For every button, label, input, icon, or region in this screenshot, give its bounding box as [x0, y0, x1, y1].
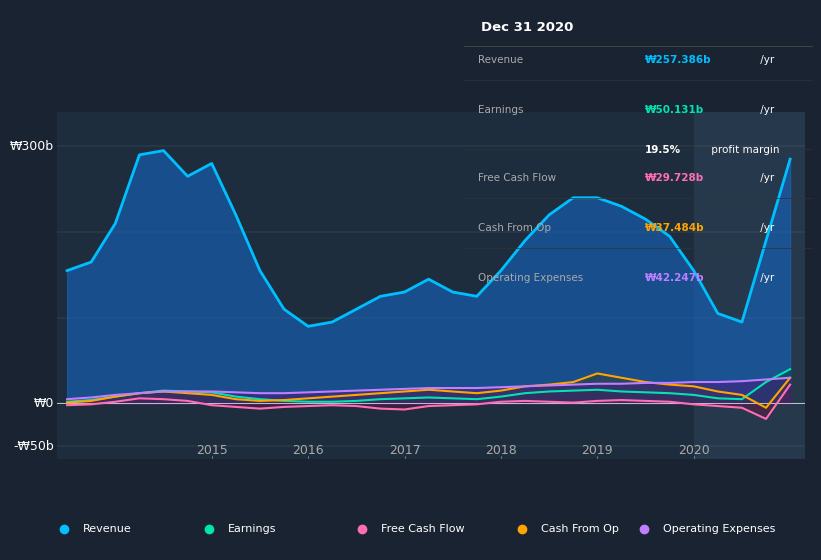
Text: Dec 31 2020: Dec 31 2020	[481, 21, 574, 34]
Text: Cash From Op: Cash From Op	[541, 524, 619, 534]
Text: 2015: 2015	[196, 444, 227, 456]
Text: ₩42.247b: ₩42.247b	[645, 273, 705, 283]
Text: 2018: 2018	[485, 444, 516, 456]
Text: Free Cash Flow: Free Cash Flow	[478, 174, 556, 184]
Text: Earnings: Earnings	[478, 105, 523, 115]
Text: ₩37.484b: ₩37.484b	[645, 223, 705, 233]
Text: 2019: 2019	[581, 444, 613, 456]
Text: /yr: /yr	[757, 105, 774, 115]
Text: Operating Expenses: Operating Expenses	[478, 273, 583, 283]
Text: ₩0: ₩0	[34, 397, 53, 410]
Text: Operating Expenses: Operating Expenses	[663, 524, 776, 534]
Text: 19.5%: 19.5%	[645, 146, 681, 156]
Text: /yr: /yr	[757, 174, 774, 184]
Text: 2017: 2017	[388, 444, 420, 456]
Text: ₩29.728b: ₩29.728b	[645, 174, 704, 184]
Text: -₩50b: -₩50b	[13, 440, 53, 453]
Text: /yr: /yr	[757, 55, 774, 66]
Text: 2020: 2020	[678, 444, 709, 456]
Text: Free Cash Flow: Free Cash Flow	[381, 524, 465, 534]
Text: /yr: /yr	[757, 273, 774, 283]
Bar	[694, 112, 810, 459]
Text: ₩50.131b: ₩50.131b	[645, 105, 704, 115]
Text: 2016: 2016	[292, 444, 324, 456]
Text: Revenue: Revenue	[83, 524, 132, 534]
Text: /yr: /yr	[757, 223, 774, 233]
Text: ₩257.386b: ₩257.386b	[645, 55, 712, 66]
Text: Earnings: Earnings	[228, 524, 277, 534]
Text: ₩300b: ₩300b	[10, 140, 53, 153]
Text: Revenue: Revenue	[478, 55, 523, 66]
Text: profit margin: profit margin	[708, 146, 780, 156]
Text: Cash From Op: Cash From Op	[478, 223, 551, 233]
